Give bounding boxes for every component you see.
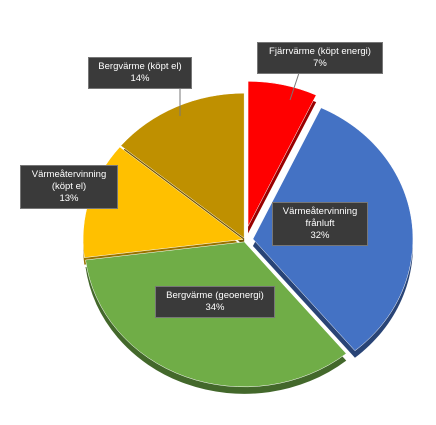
slice [120, 92, 245, 239]
label-value: 32% [310, 230, 330, 241]
label-name: Värmeåtervinning frånluft [282, 206, 358, 229]
data-label: Bergvärme (geoenergi) 34% [155, 286, 275, 318]
data-label: Värmeåtervinning (köpt el) 13% [20, 165, 118, 209]
data-label: Bergvärme (köpt el) 14% [88, 57, 192, 89]
slice [247, 81, 317, 227]
label-value: 7% [313, 58, 327, 69]
label-name: Fjärrvärme (köpt energi) [269, 46, 371, 57]
label-value: 14% [130, 73, 150, 84]
data-label: Fjärrvärme (köpt energi) 7% [257, 42, 383, 74]
leader-line [289, 69, 301, 101]
label-name: Bergvärme (köpt el) [98, 61, 182, 72]
label-name: Bergvärme (geoenergi) [166, 290, 264, 301]
label-value: 13% [59, 193, 79, 204]
label-name: Värmeåtervinning (köpt el) [31, 169, 107, 192]
data-label: Värmeåtervinning frånluft 32% [272, 202, 368, 246]
label-value: 34% [205, 302, 225, 313]
